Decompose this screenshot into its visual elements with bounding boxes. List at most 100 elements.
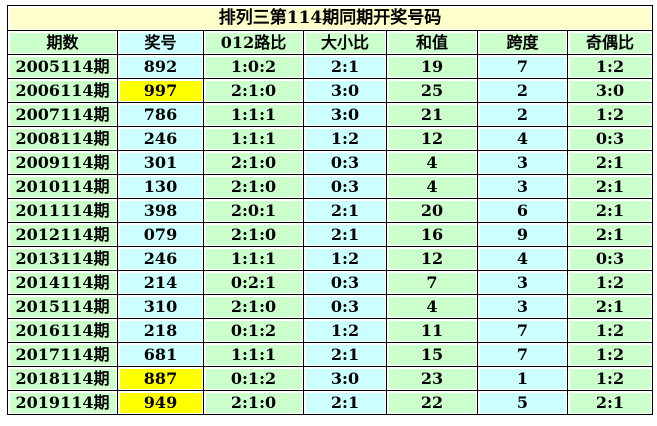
cell-ratio012: 1:1:1 bbox=[203, 342, 304, 367]
cell-number: 246 bbox=[117, 126, 204, 151]
cell-sum: 25 bbox=[386, 78, 478, 103]
cell-sum: 21 bbox=[386, 102, 478, 127]
cell-big_small: 0:3 bbox=[303, 174, 387, 199]
table-row: 2010114期 130 2:1:0 0:3 4 3 2:1 bbox=[7, 174, 653, 199]
cell-big_small: 3:0 bbox=[303, 102, 387, 127]
cell-span: 3 bbox=[477, 150, 568, 175]
table-row: 2019114期 949 2:1:0 2:1 22 5 2:1 bbox=[7, 390, 653, 415]
cell-ratio012: 0:1:2 bbox=[203, 366, 304, 391]
cell-number: 246 bbox=[117, 246, 204, 271]
cell-span: 3 bbox=[477, 270, 568, 295]
cell-period: 2018114期 bbox=[7, 366, 118, 391]
cell-odd_even: 3:0 bbox=[567, 78, 653, 103]
cell-sum: 19 bbox=[386, 54, 478, 79]
cell-sum: 16 bbox=[386, 222, 478, 247]
cell-number: 130 bbox=[117, 174, 204, 199]
cell-span: 7 bbox=[477, 318, 568, 343]
cell-big_small: 2:1 bbox=[303, 390, 387, 415]
cell-sum: 12 bbox=[386, 126, 478, 151]
cell-ratio012: 2:1:0 bbox=[203, 174, 304, 199]
cell-big_small: 1:2 bbox=[303, 126, 387, 151]
cell-period: 2014114期 bbox=[7, 270, 118, 295]
table-row: 2016114期 218 0:1:2 1:2 11 7 1:2 bbox=[7, 318, 653, 343]
cell-big_small: 3:0 bbox=[303, 78, 387, 103]
cell-number: 887 bbox=[117, 366, 204, 391]
table-row: 2007114期 786 1:1:1 3:0 21 2 1:2 bbox=[7, 102, 653, 127]
cell-odd_even: 1:2 bbox=[567, 342, 653, 367]
cell-sum: 11 bbox=[386, 318, 478, 343]
cell-odd_even: 2:1 bbox=[567, 222, 653, 247]
column-header-span: 跨度 bbox=[477, 30, 568, 55]
cell-ratio012: 1:1:1 bbox=[203, 126, 304, 151]
cell-number: 301 bbox=[117, 150, 204, 175]
cell-odd_even: 1:2 bbox=[567, 318, 653, 343]
cell-odd_even: 1:2 bbox=[567, 102, 653, 127]
table-row: 2015114期 310 2:1:0 0:3 4 3 2:1 bbox=[7, 294, 653, 319]
cell-period: 2013114期 bbox=[7, 246, 118, 271]
cell-period: 2008114期 bbox=[7, 126, 118, 151]
cell-ratio012: 2:0:1 bbox=[203, 198, 304, 223]
table-header-row: 期数 奖号 012路比 大小比 和值 跨度 奇偶比 bbox=[7, 30, 653, 55]
cell-big_small: 0:3 bbox=[303, 294, 387, 319]
cell-period: 2010114期 bbox=[7, 174, 118, 199]
table-title-row: 排列三第114期同期开奖号码 bbox=[7, 5, 653, 31]
cell-ratio012: 2:1:0 bbox=[203, 294, 304, 319]
cell-odd_even: 1:2 bbox=[567, 270, 653, 295]
cell-number: 681 bbox=[117, 342, 204, 367]
column-header-big_small: 大小比 bbox=[303, 30, 387, 55]
table-row: 2005114期 892 1:0:2 2:1 19 7 1:2 bbox=[7, 54, 653, 79]
cell-period: 2019114期 bbox=[7, 390, 118, 415]
cell-ratio012: 2:1:0 bbox=[203, 222, 304, 247]
cell-sum: 4 bbox=[386, 294, 478, 319]
lottery-history-table: 排列三第114期同期开奖号码 期数 奖号 012路比 大小比 和值 跨度 奇偶比 20051… bbox=[7, 5, 653, 415]
cell-span: 3 bbox=[477, 174, 568, 199]
cell-odd_even: 2:1 bbox=[567, 390, 653, 415]
column-header-period: 期数 bbox=[7, 30, 118, 55]
cell-ratio012: 2:1:0 bbox=[203, 390, 304, 415]
cell-odd_even: 2:1 bbox=[567, 150, 653, 175]
column-header-sum: 和值 bbox=[386, 30, 478, 55]
cell-span: 2 bbox=[477, 102, 568, 127]
cell-period: 2007114期 bbox=[7, 102, 118, 127]
cell-number: 398 bbox=[117, 198, 204, 223]
cell-period: 2011114期 bbox=[7, 198, 118, 223]
cell-span: 7 bbox=[477, 342, 568, 367]
cell-period: 2006114期 bbox=[7, 78, 118, 103]
cell-ratio012: 0:2:1 bbox=[203, 270, 304, 295]
cell-big_small: 1:2 bbox=[303, 246, 387, 271]
table-row: 2008114期 246 1:1:1 1:2 12 4 0:3 bbox=[7, 126, 653, 151]
cell-sum: 12 bbox=[386, 246, 478, 271]
table-row: 2011114期 398 2:0:1 2:1 20 6 2:1 bbox=[7, 198, 653, 223]
cell-number: 079 bbox=[117, 222, 204, 247]
table-row: 2013114期 246 1:1:1 1:2 12 4 0:3 bbox=[7, 246, 653, 271]
cell-period: 2016114期 bbox=[7, 318, 118, 343]
cell-ratio012: 1:1:1 bbox=[203, 102, 304, 127]
column-header-number: 奖号 bbox=[117, 30, 204, 55]
cell-odd_even: 2:1 bbox=[567, 294, 653, 319]
cell-number: 218 bbox=[117, 318, 204, 343]
cell-odd_even: 1:2 bbox=[567, 54, 653, 79]
cell-number: 997 bbox=[117, 78, 204, 103]
cell-odd_even: 2:1 bbox=[567, 198, 653, 223]
cell-ratio012: 1:0:2 bbox=[203, 54, 304, 79]
cell-odd_even: 1:2 bbox=[567, 366, 653, 391]
cell-period: 2012114期 bbox=[7, 222, 118, 247]
cell-big_small: 0:3 bbox=[303, 150, 387, 175]
cell-span: 7 bbox=[477, 54, 568, 79]
cell-big_small: 2:1 bbox=[303, 342, 387, 367]
column-header-odd_even: 奇偶比 bbox=[567, 30, 653, 55]
cell-ratio012: 1:1:1 bbox=[203, 246, 304, 271]
cell-period: 2005114期 bbox=[7, 54, 118, 79]
cell-period: 2017114期 bbox=[7, 342, 118, 367]
cell-period: 2015114期 bbox=[7, 294, 118, 319]
cell-ratio012: 0:1:2 bbox=[203, 318, 304, 343]
table-row: 2014114期 214 0:2:1 0:3 7 3 1:2 bbox=[7, 270, 653, 295]
cell-big_small: 0:3 bbox=[303, 270, 387, 295]
cell-sum: 4 bbox=[386, 174, 478, 199]
cell-ratio012: 2:1:0 bbox=[203, 78, 304, 103]
table-row: 2017114期 681 1:1:1 2:1 15 7 1:2 bbox=[7, 342, 653, 367]
cell-number: 949 bbox=[117, 390, 204, 415]
cell-sum: 23 bbox=[386, 366, 478, 391]
cell-big_small: 3:0 bbox=[303, 366, 387, 391]
page-title: 排列三第114期同期开奖号码 bbox=[7, 5, 653, 31]
